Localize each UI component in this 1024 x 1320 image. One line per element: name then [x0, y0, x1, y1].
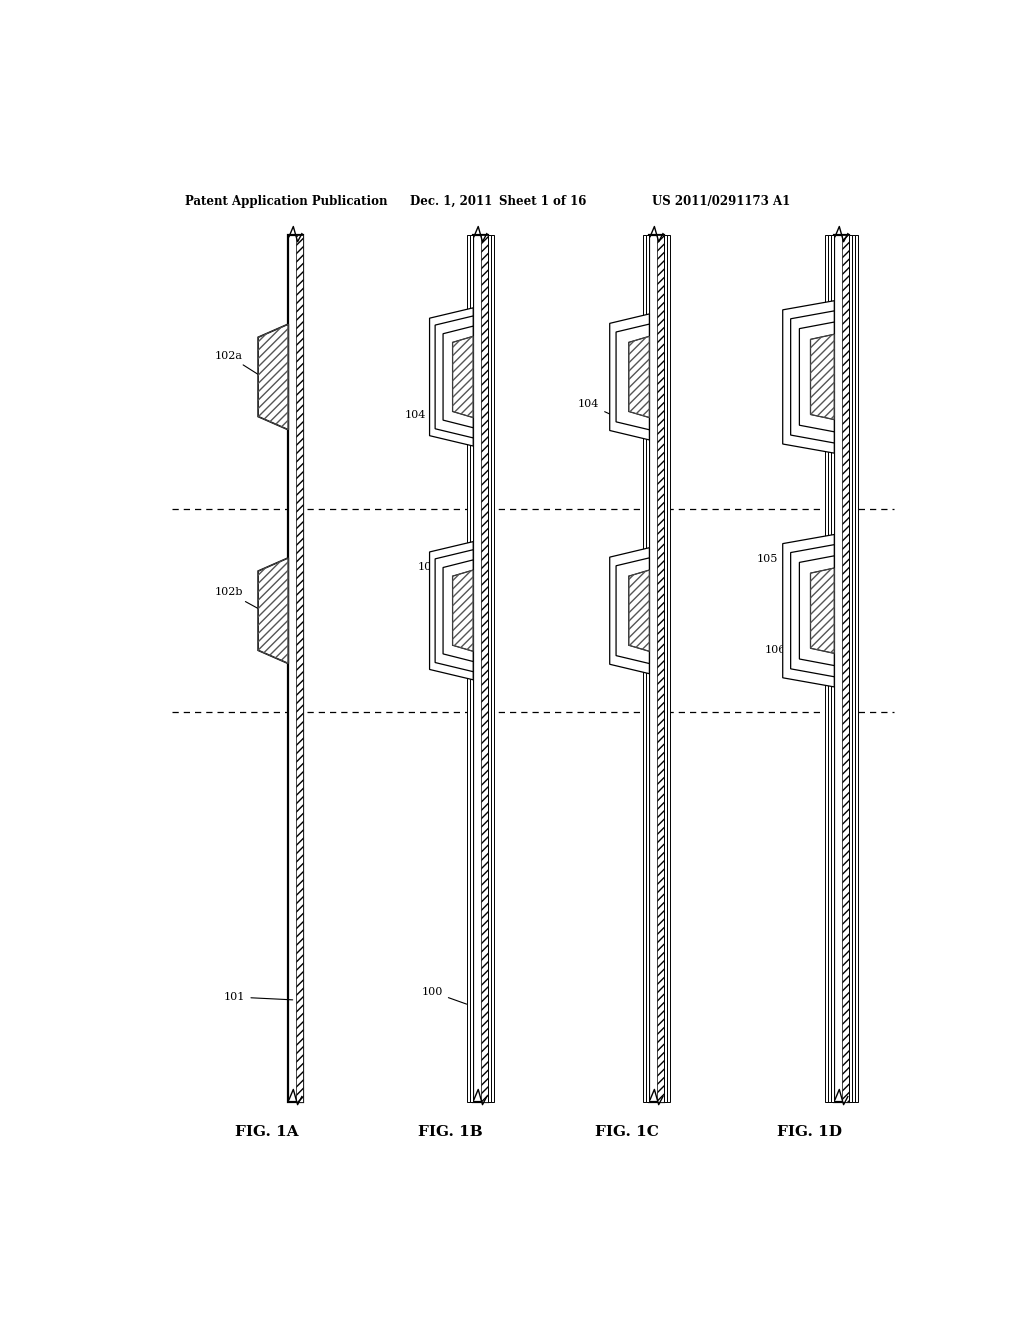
Text: 101: 101 — [224, 991, 293, 1002]
Polygon shape — [258, 325, 289, 430]
Polygon shape — [443, 326, 473, 428]
Text: 104: 104 — [578, 400, 615, 416]
Polygon shape — [855, 235, 858, 1102]
Text: FIG. 1B: FIG. 1B — [418, 1125, 482, 1139]
Text: 105: 105 — [757, 554, 794, 574]
Text: FIG. 1A: FIG. 1A — [236, 1125, 299, 1139]
Text: Patent Application Publication: Patent Application Publication — [185, 194, 388, 207]
Text: Sheet 1 of 16: Sheet 1 of 16 — [500, 194, 587, 207]
Polygon shape — [811, 568, 835, 653]
Polygon shape — [852, 235, 855, 1102]
Polygon shape — [828, 235, 831, 1102]
Text: 104: 104 — [404, 409, 435, 426]
Polygon shape — [824, 235, 828, 1102]
Text: Dec. 1, 2011: Dec. 1, 2011 — [410, 194, 492, 207]
Polygon shape — [782, 301, 835, 453]
Polygon shape — [835, 235, 849, 1102]
Polygon shape — [296, 235, 303, 1102]
Polygon shape — [490, 235, 494, 1102]
Polygon shape — [453, 337, 473, 417]
Polygon shape — [849, 235, 852, 1102]
Text: 102b: 102b — [214, 587, 260, 610]
Polygon shape — [800, 556, 835, 665]
Polygon shape — [811, 334, 835, 420]
Polygon shape — [791, 545, 835, 677]
Polygon shape — [643, 235, 646, 1102]
Polygon shape — [487, 235, 490, 1102]
Text: US 2011/0291173 A1: US 2011/0291173 A1 — [652, 194, 791, 207]
Text: 103: 103 — [418, 562, 447, 578]
Text: FIG. 1C: FIG. 1C — [595, 1125, 658, 1139]
Polygon shape — [289, 235, 303, 1102]
Polygon shape — [831, 235, 835, 1102]
Polygon shape — [453, 570, 473, 651]
Polygon shape — [646, 235, 649, 1102]
Polygon shape — [481, 235, 487, 1102]
Polygon shape — [842, 235, 849, 1102]
Polygon shape — [800, 322, 835, 432]
Polygon shape — [473, 235, 487, 1102]
Polygon shape — [430, 308, 473, 446]
Text: 100: 100 — [422, 987, 467, 1005]
Text: 102a: 102a — [214, 351, 260, 375]
Polygon shape — [443, 560, 473, 661]
Text: 106: 106 — [765, 645, 802, 665]
Polygon shape — [629, 570, 649, 651]
Polygon shape — [791, 312, 835, 444]
Polygon shape — [467, 235, 470, 1102]
Polygon shape — [430, 541, 473, 680]
Text: FIG. 1D: FIG. 1D — [777, 1125, 842, 1139]
Polygon shape — [470, 235, 473, 1102]
Polygon shape — [657, 235, 664, 1102]
Polygon shape — [616, 558, 649, 664]
Polygon shape — [629, 337, 649, 417]
Polygon shape — [649, 235, 664, 1102]
Polygon shape — [616, 325, 649, 430]
Polygon shape — [782, 535, 835, 686]
Polygon shape — [664, 235, 667, 1102]
Polygon shape — [667, 235, 670, 1102]
Polygon shape — [435, 549, 473, 672]
Polygon shape — [258, 558, 289, 664]
Polygon shape — [435, 315, 473, 438]
Polygon shape — [609, 548, 649, 673]
Polygon shape — [609, 314, 649, 440]
